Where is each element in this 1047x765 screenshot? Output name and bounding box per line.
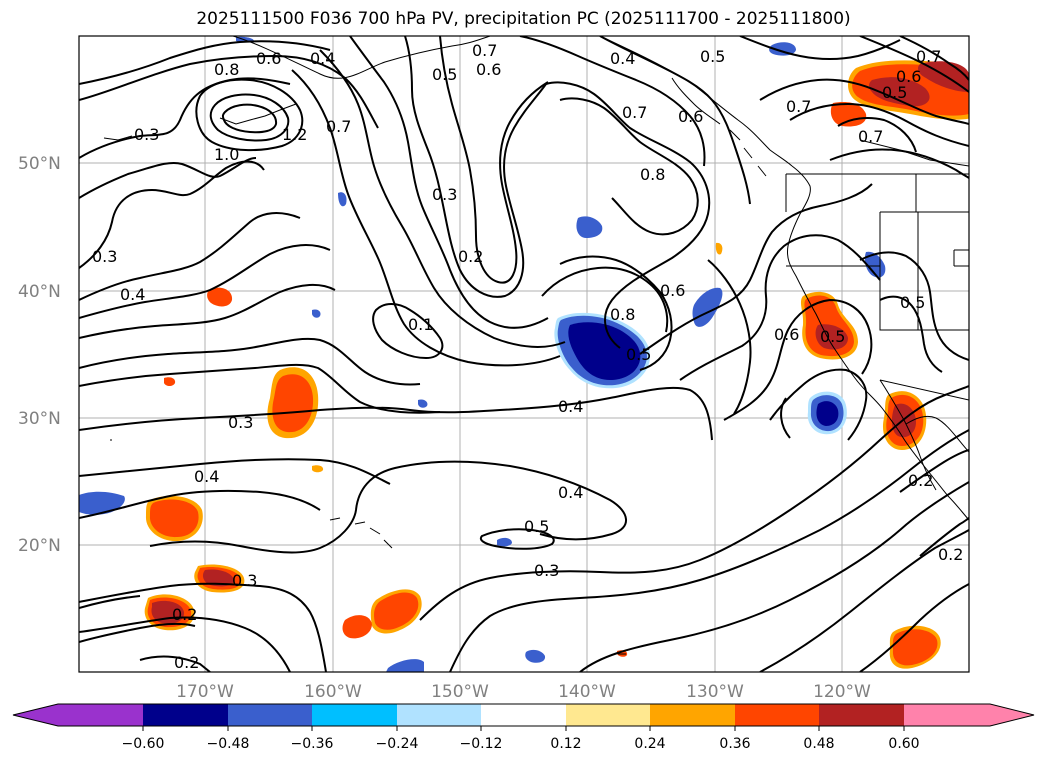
colorbar: −0.60 −0.48 −0.36 −0.24 −0.12 0.12 0.24 …	[12, 703, 1035, 752]
lat-label: 40°N	[18, 282, 61, 302]
contour-label: 0.2	[908, 471, 933, 490]
lat-label: 30°N	[18, 409, 61, 429]
lon-labels: 170°W 160°W 150°W 140°W 130°W 120°W	[176, 682, 871, 702]
lon-label: 140°W	[558, 682, 616, 702]
contour-label: 0.3	[432, 185, 457, 204]
colorbar-tick-label: −0.60	[122, 736, 165, 752]
precip-negative-areas	[79, 36, 886, 672]
gridlines	[79, 36, 969, 672]
contour-label: 0.8	[214, 60, 239, 79]
contour-label: 1.2	[282, 125, 307, 144]
contour-label: 0.4	[610, 49, 635, 68]
contour-label: 0.3	[232, 571, 257, 590]
colorbar-tick-label: 0.36	[719, 736, 750, 752]
coastlines	[103, 36, 969, 655]
contour-label: 0.6	[660, 281, 685, 300]
contour-label: 0.6	[678, 107, 703, 126]
contour-label: 0.6	[256, 49, 281, 68]
contour-label: 0.4	[558, 397, 583, 416]
lon-label: 150°W	[431, 682, 489, 702]
contour-label: 1.0	[214, 145, 239, 164]
contour-label: 0.7	[622, 103, 647, 122]
colorbar-segment	[566, 704, 650, 726]
contour-label: 0.5	[900, 293, 925, 312]
contour-label: 0.7	[326, 117, 351, 136]
colorbar-segment	[58, 704, 143, 726]
contour-label: 0.5	[820, 327, 845, 346]
colorbar-tick-label: −0.12	[460, 736, 503, 752]
contour-label: 0.5	[882, 83, 907, 102]
colorbar-segment	[904, 704, 990, 726]
contour-label: 0.6	[896, 67, 921, 86]
contour-label: 0.2	[172, 605, 197, 624]
colorbar-segment	[143, 704, 228, 726]
contour-label: 0.7	[786, 97, 811, 116]
contour-label: 0.5	[700, 47, 725, 66]
contour-label: 0.2	[938, 545, 963, 564]
contour-label: 0.2	[174, 653, 199, 672]
contour-label: 0.2	[458, 247, 483, 266]
colorbar-segment	[397, 704, 481, 726]
contour-label: 0.4	[310, 49, 335, 68]
contour-label: 0.4	[120, 285, 145, 304]
colorbar-outline	[12, 703, 1035, 727]
lon-label: 160°W	[304, 682, 362, 702]
pv-contours	[79, 36, 969, 672]
contour-label: 0.8	[640, 165, 665, 184]
contour-label: 0.3	[134, 125, 159, 144]
contour-label: 0.5	[626, 345, 651, 364]
colorbar-tick-label: 0.48	[803, 736, 834, 752]
colorbar-segment	[650, 704, 735, 726]
colorbar-segment	[990, 704, 1034, 726]
contour-label: 0.1	[408, 315, 433, 334]
lon-label: 170°W	[176, 682, 234, 702]
lon-label: 130°W	[686, 682, 744, 702]
lat-label: 50°N	[18, 154, 61, 174]
contour-label: 0.4	[558, 483, 583, 502]
colorbar-tick-label: 0.60	[888, 736, 919, 752]
contour-label: 0.8	[610, 305, 635, 324]
contour-label: 0.7	[472, 41, 497, 60]
contour-label: 0.7	[916, 47, 941, 66]
colorbar-tick-label: 0.24	[634, 736, 665, 752]
colorbar-tick-label: −0.36	[291, 736, 334, 752]
colorbar-segment	[13, 704, 58, 726]
lat-label: 20°N	[18, 536, 61, 556]
contour-label: 0.3	[92, 247, 117, 266]
contour-label: 0.5	[524, 517, 549, 536]
colorbar-tick-marks	[142, 726, 905, 731]
lon-label: 120°W	[813, 682, 871, 702]
colorbar-segment	[735, 704, 819, 726]
colorbar-segment	[228, 704, 312, 726]
contour-labels: 0.7 0.6 0.4 0.5 0.6 0.8 0.5 0.7 0.4 0.6 …	[92, 41, 963, 672]
colorbar-tick-label: −0.48	[207, 736, 250, 752]
colorbar-tick-label: −0.24	[376, 736, 419, 752]
contour-label: 0.3	[228, 413, 253, 432]
colorbar-tick-label: 0.12	[550, 736, 581, 752]
colorbar-segment	[819, 704, 904, 726]
lat-labels: 50°N 40°N 30°N 20°N	[18, 154, 61, 556]
map-title: 2025111500 F036 700 hPa PV, precipitatio…	[196, 9, 851, 29]
contour-label: 0.3	[534, 561, 559, 580]
precip-positive-areas	[144, 60, 969, 669]
contour-label: 0.6	[774, 325, 799, 344]
map-frame	[78, 35, 970, 673]
contour-label: 0.4	[194, 467, 219, 486]
contour-label: 0.5	[432, 65, 457, 84]
colorbar-segment	[481, 704, 566, 726]
contour-label: 0.6	[476, 60, 501, 79]
colorbar-segment	[312, 704, 397, 726]
precip-areas	[79, 36, 969, 672]
contour-label: 0.7	[858, 127, 883, 146]
